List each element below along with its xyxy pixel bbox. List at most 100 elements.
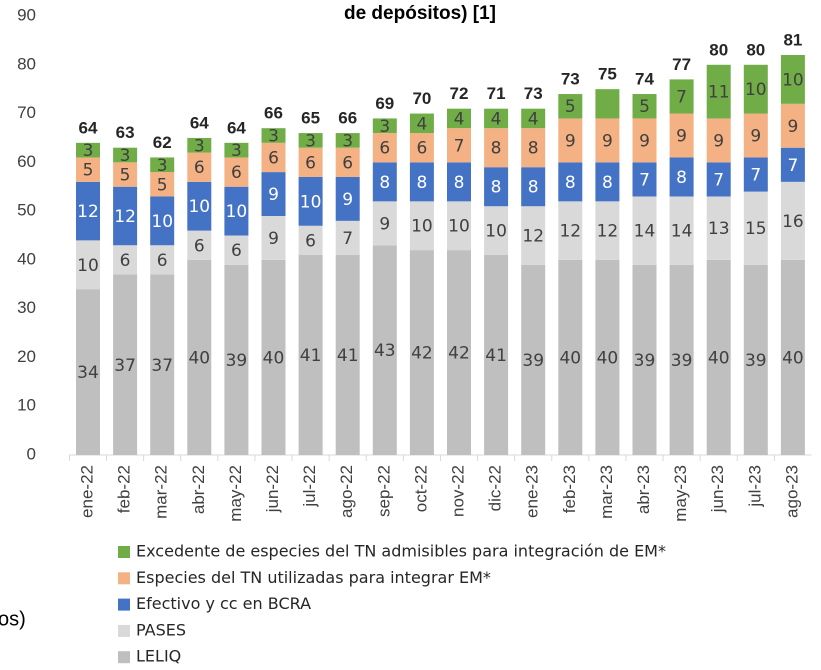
x-tick-label: oct-22	[411, 465, 430, 512]
legend-label: LELIQ	[136, 647, 181, 666]
bar-segment	[706, 259, 731, 455]
bar-segment	[558, 201, 583, 260]
bar-segment	[632, 264, 657, 455]
bar-segment	[706, 196, 731, 260]
bar-segment	[224, 186, 249, 236]
bar-segment	[372, 133, 397, 163]
bar-segment	[743, 191, 768, 265]
y-tick-label: 50	[17, 201, 36, 220]
data-label: 42	[448, 344, 470, 364]
bar-segment	[224, 264, 249, 455]
x-tick-label: ene-23	[523, 465, 542, 518]
data-label: 40	[559, 348, 581, 368]
total-label: 66	[338, 109, 357, 128]
bar-segment	[224, 235, 249, 265]
data-label: 10	[77, 256, 99, 276]
y-tick-label: 20	[17, 347, 36, 366]
x-tick-label: ago-23	[782, 465, 801, 518]
total-label: 64	[190, 113, 209, 132]
data-label: 5	[157, 175, 168, 195]
bar-segment	[521, 206, 546, 265]
bar-segment	[447, 201, 471, 251]
bar-segment	[150, 172, 175, 197]
data-label: 12	[522, 227, 544, 247]
bar-segment	[150, 274, 175, 455]
data-label: 7	[787, 156, 798, 176]
data-label: 10	[188, 197, 210, 217]
chart-title: de depósitos) [1]	[344, 3, 496, 24]
bar-segment	[780, 55, 805, 104]
x-tick-label: feb-23	[560, 465, 579, 513]
x-tick-label: ago-22	[337, 465, 356, 518]
x-tick-label: ene-22	[77, 465, 96, 518]
bar-segment	[224, 157, 249, 187]
bar-segment	[113, 162, 138, 187]
bar-segment	[113, 245, 138, 275]
data-label: 5	[120, 166, 131, 186]
bar-segment	[261, 172, 286, 216]
data-label: 14	[634, 222, 656, 242]
data-label: 39	[745, 351, 767, 371]
bar-segment	[484, 167, 509, 207]
total-label: 70	[412, 89, 431, 108]
data-label: 11	[708, 83, 730, 103]
total-label: 71	[487, 84, 506, 103]
bar-segment	[187, 137, 212, 153]
data-label: 8	[491, 178, 502, 198]
bar-segment	[743, 264, 768, 455]
data-label: 13	[708, 219, 730, 239]
legend-swatch	[118, 598, 130, 611]
bar-segment	[76, 181, 100, 241]
bar-segment	[595, 89, 620, 119]
data-label: 10	[485, 222, 507, 242]
y-tick-label: 0	[27, 444, 36, 463]
data-label: 5	[565, 97, 576, 117]
total-label: 80	[746, 40, 765, 59]
total-label: 81	[783, 31, 802, 50]
x-tick-label: abr-23	[634, 465, 653, 514]
data-label: 8	[416, 173, 427, 193]
bar-segment	[335, 133, 360, 148]
data-label: 8	[565, 173, 576, 193]
data-label: 10	[226, 202, 248, 222]
x-tick-label: sep-22	[374, 465, 393, 517]
data-label: 12	[559, 222, 581, 242]
data-label: 43	[374, 341, 396, 361]
data-label: 6	[305, 231, 316, 251]
bar-segment	[484, 255, 509, 455]
data-label: 6	[416, 139, 427, 159]
bar-segment	[113, 274, 138, 455]
data-label: 10	[448, 217, 470, 237]
x-tick-label: jul-23	[745, 465, 764, 508]
data-label: 9	[268, 229, 279, 249]
bar-segment	[743, 157, 768, 192]
data-label: 39	[634, 351, 656, 371]
bar-segment	[706, 64, 731, 119]
bar-segment	[298, 147, 323, 177]
data-label: 6	[342, 153, 353, 173]
bar-segment	[521, 128, 546, 168]
y-tick-label: 30	[17, 298, 36, 317]
data-label: 9	[787, 117, 798, 137]
total-label: 64	[79, 118, 98, 137]
y-tick-label: 60	[17, 152, 36, 171]
bar-segment	[669, 264, 694, 455]
data-label: 4	[416, 114, 427, 134]
data-label: 3	[120, 146, 131, 166]
bar-segment	[150, 157, 175, 173]
data-label: 10	[782, 70, 804, 90]
bar-segment	[595, 259, 620, 455]
x-tick-label: nov-22	[448, 465, 467, 517]
total-label: 63	[116, 123, 135, 142]
bar-segment	[669, 113, 694, 158]
bar-segment	[521, 108, 546, 129]
data-label: 9	[379, 214, 390, 234]
bar-segment	[76, 157, 100, 182]
bar-segment	[113, 186, 138, 246]
total-label: 64	[227, 118, 246, 137]
legend-label: PASES	[136, 620, 186, 639]
data-label: 10	[300, 192, 322, 212]
bar-segment	[150, 196, 175, 246]
data-label: 5	[639, 97, 650, 117]
total-label: 73	[524, 84, 543, 103]
